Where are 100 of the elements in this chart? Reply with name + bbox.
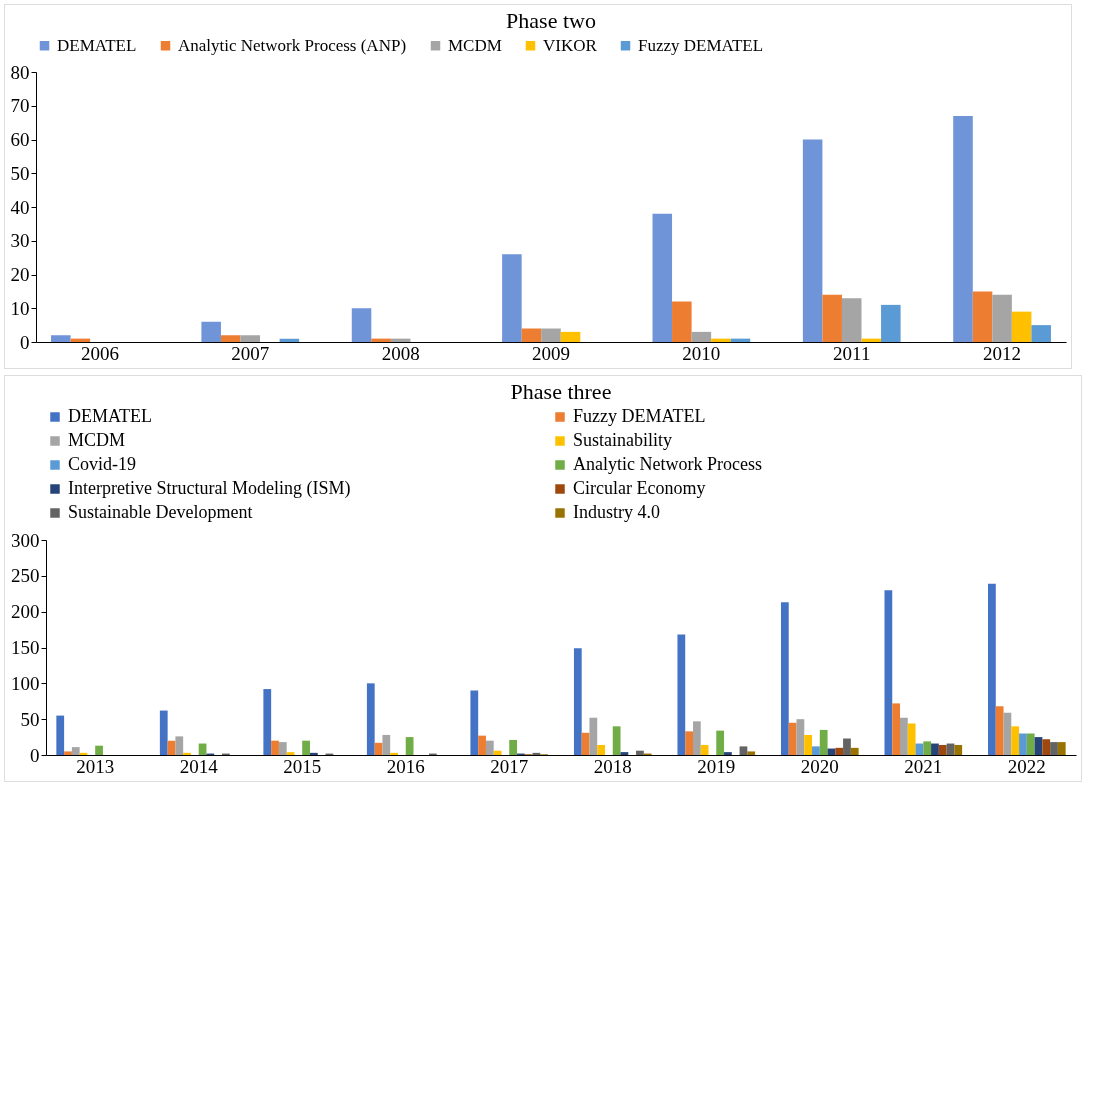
y-tick-label: 200	[11, 601, 40, 623]
bar	[938, 744, 947, 755]
bar	[692, 721, 701, 755]
bar	[804, 734, 813, 755]
bar	[286, 752, 295, 755]
y-tick-label: 100	[11, 672, 40, 694]
bar	[1050, 742, 1058, 755]
bar	[278, 742, 287, 755]
bar	[573, 648, 582, 755]
x-tick-label: 2014	[179, 755, 219, 777]
bar	[581, 732, 590, 755]
bar	[724, 752, 732, 755]
bar	[263, 689, 272, 755]
y-tick-label: 250	[11, 565, 40, 587]
legend-label: MCDM	[448, 35, 502, 55]
bar	[812, 746, 820, 755]
x-tick-label: 2013	[76, 755, 115, 777]
bar	[1026, 733, 1035, 755]
bar	[1057, 742, 1066, 755]
bar	[672, 301, 692, 342]
x-tick-label: 2018	[593, 755, 632, 777]
x-tick-label: 2006	[80, 342, 119, 364]
legend-label: Sustainable Development	[68, 502, 253, 522]
bar	[470, 690, 479, 755]
chart-title: Phase three	[510, 379, 612, 404]
bar	[1031, 325, 1051, 342]
y-tick-label: 30	[10, 230, 30, 252]
bar	[159, 710, 168, 755]
bar	[541, 328, 561, 342]
bar	[521, 328, 542, 342]
legend-label: Covid-19	[68, 454, 137, 474]
bar	[612, 726, 621, 755]
bar	[351, 308, 372, 342]
bar	[843, 738, 851, 755]
bar	[953, 115, 973, 342]
bar	[988, 583, 996, 755]
bar	[1003, 712, 1012, 755]
bar	[509, 739, 518, 755]
bar	[972, 291, 993, 342]
bar	[819, 729, 828, 755]
bar	[51, 335, 71, 342]
y-tick-label: 70	[10, 95, 30, 117]
bar	[739, 746, 748, 755]
bar	[271, 740, 279, 755]
bar	[371, 338, 391, 342]
bar	[822, 294, 842, 342]
bar	[1034, 737, 1043, 755]
y-tick-label: 80	[10, 61, 30, 83]
bar	[302, 740, 310, 755]
legend-label: Circular Economy	[573, 478, 706, 498]
bar	[677, 634, 686, 755]
legend-label: Sustainability	[573, 430, 672, 450]
x-tick-label: 2008	[381, 342, 420, 364]
bar	[802, 139, 823, 342]
legend-label: Fuzzy DEMATEL	[573, 406, 706, 426]
x-tick-label: 2009	[532, 342, 570, 364]
x-tick-label: 2011	[833, 342, 871, 364]
bar	[201, 321, 221, 342]
x-tick-label: 2007	[231, 342, 270, 364]
x-tick-label: 2016	[386, 755, 425, 777]
bar	[1011, 311, 1032, 342]
bar	[652, 213, 673, 342]
x-tick-label: 2015	[283, 755, 322, 777]
chart-title: Phase two	[506, 8, 596, 33]
bar	[835, 747, 844, 755]
y-tick-label: 300	[11, 529, 40, 551]
bar	[700, 744, 709, 755]
legend-label: Analytic Network Process (ANP)	[178, 35, 407, 55]
bar	[747, 751, 756, 755]
x-tick-label: 2021	[904, 755, 943, 777]
bar	[711, 338, 731, 342]
bar	[716, 730, 725, 755]
legend-label: Industry 4.0	[573, 502, 660, 522]
bar	[220, 335, 241, 342]
legend-label: DEMATEL	[68, 406, 152, 426]
bar	[850, 747, 859, 755]
y-tick-label: 50	[20, 708, 40, 730]
bar	[788, 722, 797, 755]
bar	[1019, 733, 1027, 755]
x-tick-label: 2012	[983, 342, 1022, 364]
bar	[95, 745, 103, 755]
bar	[685, 731, 693, 755]
x-tick-label: 2020	[800, 755, 839, 777]
bar	[589, 717, 598, 755]
bar	[900, 717, 908, 755]
legend-label: DEMATEL	[57, 35, 137, 55]
y-tick-label: 150	[11, 637, 40, 658]
bar	[780, 602, 789, 755]
y-tick-label: 0	[20, 331, 30, 353]
bar	[691, 331, 712, 342]
bar	[240, 335, 261, 342]
x-tick-label: 2017	[490, 755, 529, 777]
bar	[597, 744, 605, 755]
y-tick-label: 0	[30, 744, 40, 766]
bar	[881, 304, 901, 342]
y-tick-label: 50	[10, 162, 30, 184]
bar	[1011, 726, 1020, 755]
bar	[309, 752, 318, 755]
y-tick-label: 20	[10, 264, 30, 285]
y-tick-label: 60	[10, 129, 30, 150]
